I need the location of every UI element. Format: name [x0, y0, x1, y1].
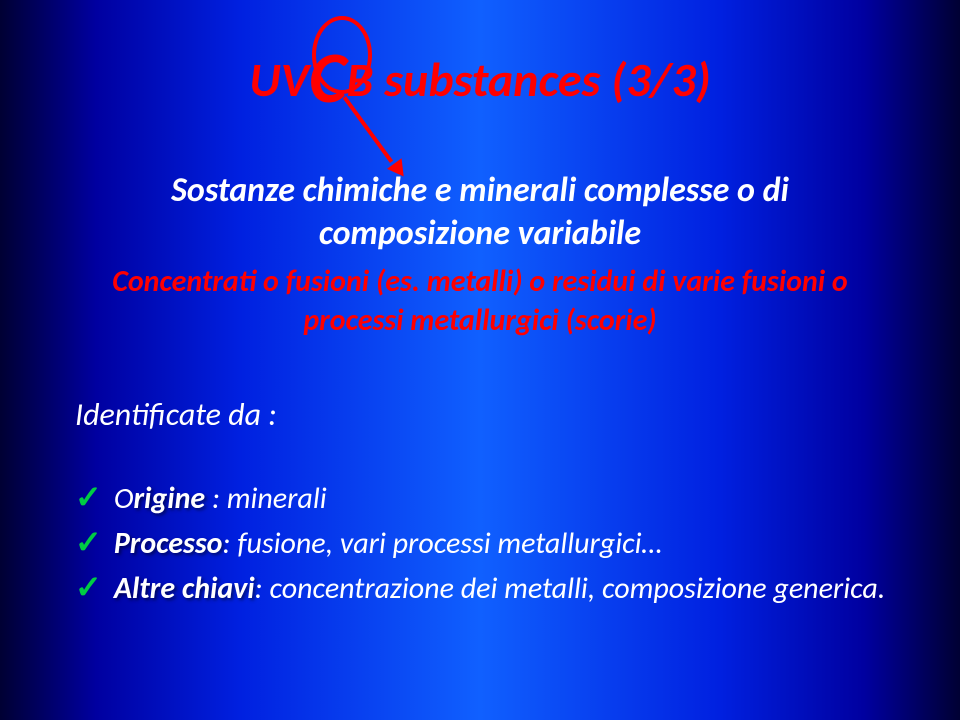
bullet-rest: : fusione, vari processi metallurgici…	[223, 525, 663, 562]
title-suffix: B substances (3/3)	[346, 50, 710, 109]
bullet-bold: Processo	[114, 525, 223, 562]
bullet-text: Origine : minerali	[114, 480, 327, 517]
list-item: ✓ Processo: fusione, vari processi metal…	[75, 525, 885, 562]
red-description: Concentrati o fusioni (es. metalli) o re…	[0, 262, 960, 340]
slide: UVCB substances (3/3) Sostanze chimiche …	[0, 0, 960, 720]
subtitle: Sostanze chimiche e minerali complesse o…	[0, 170, 960, 255]
title-prefix: UV	[249, 50, 309, 109]
bullet-list: ✓ Origine : minerali ✓ Processo: fusione…	[75, 480, 885, 615]
redline-1: Concentrati o fusioni (es. metalli) o re…	[112, 263, 847, 300]
highlight-circle	[312, 16, 372, 94]
bullet-text: Altre chiavi: concentrazione dei metalli…	[114, 570, 886, 607]
redline-2: processi metallurgici (scorie)	[303, 302, 656, 339]
bullet-prefix: O	[114, 480, 134, 517]
slide-title: UVCB substances (3/3)	[0, 28, 960, 116]
identificate-label: Identificate da :	[75, 395, 277, 434]
list-item: ✓ Origine : minerali	[75, 480, 885, 517]
check-icon: ✓	[75, 572, 102, 604]
bullet-bold: rigine	[133, 480, 205, 517]
subtitle-line1: Sostanze chimiche e minerali complesse o…	[171, 170, 789, 211]
check-icon: ✓	[75, 527, 102, 559]
bullet-text: Processo: fusione, vari processi metallu…	[114, 525, 662, 562]
list-item: ✓ Altre chiavi: concentrazione dei metal…	[75, 570, 885, 607]
check-icon: ✓	[75, 482, 102, 514]
subtitle-line2: composizione variabile	[319, 213, 641, 254]
bullet-rest: : minerali	[205, 480, 326, 517]
bullet-bold: Altre chiavi	[114, 570, 255, 607]
bullet-rest: : concentrazione dei metalli, composizio…	[255, 570, 886, 607]
